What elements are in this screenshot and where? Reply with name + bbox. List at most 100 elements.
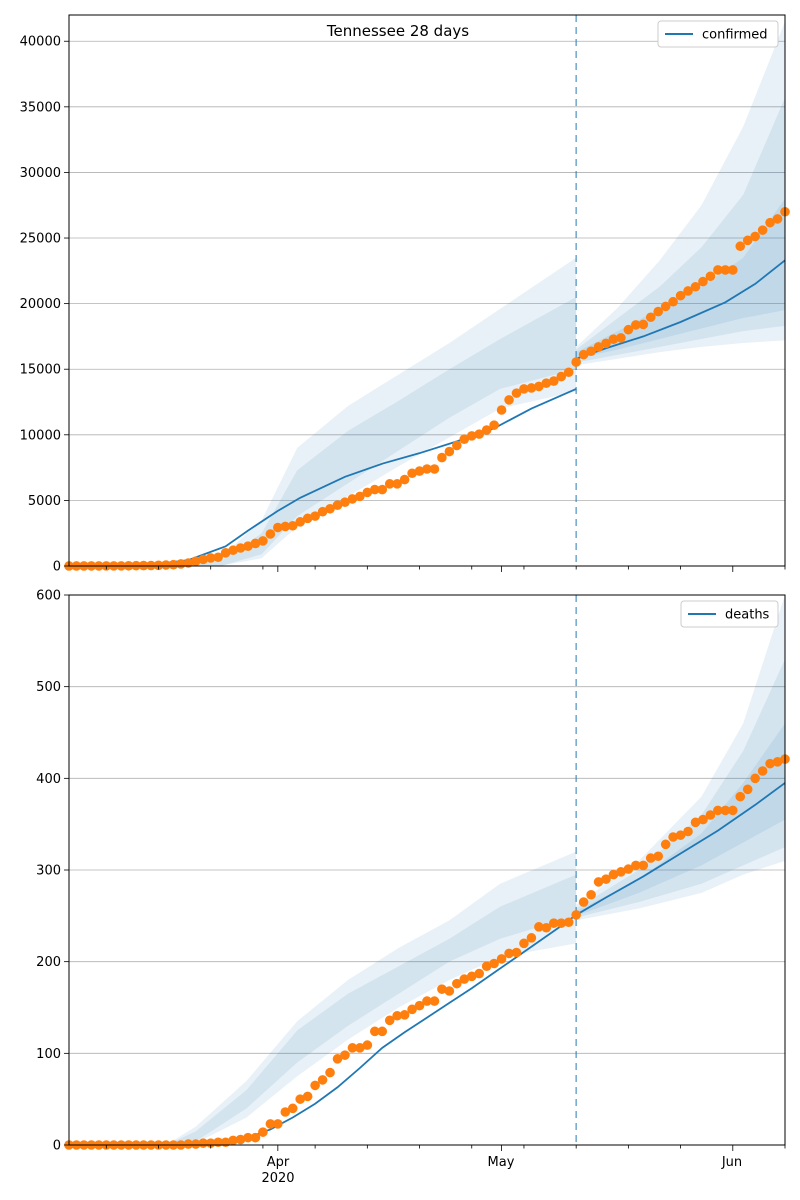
x-axis-labels: Apr 2020 May Jun (261, 1155, 742, 1186)
x-tick-label-year: 2020 (261, 1171, 294, 1186)
x-tick-label-jun: Jun (721, 1155, 742, 1170)
observed-point (205, 1138, 216, 1148)
model-forecast-line (575, 259, 786, 360)
observed-point (660, 839, 671, 850)
legend-label: confirmed (702, 28, 768, 43)
observed-point (340, 497, 350, 508)
observed-point (235, 543, 246, 553)
observed-point (645, 312, 656, 323)
observed-point (623, 324, 634, 335)
observed-point (258, 536, 268, 546)
observed-point (556, 918, 567, 928)
observed-point (153, 560, 164, 571)
observed-point (437, 452, 447, 463)
observed-point (265, 1119, 276, 1129)
observed-point (623, 864, 634, 874)
observed-point (742, 235, 753, 246)
observed-point (765, 217, 775, 228)
observed-point (310, 1080, 320, 1091)
observed-point (735, 241, 746, 252)
observed-point (765, 758, 775, 769)
observed-point (772, 214, 783, 224)
observed-point (563, 367, 574, 378)
observed-point (355, 1043, 365, 1053)
observed-point (146, 560, 156, 571)
observed-point (280, 521, 291, 532)
deaths-model-line (68, 782, 786, 1146)
observed-point (332, 500, 343, 511)
observed-point (422, 996, 432, 1006)
observed-point (466, 971, 477, 982)
observed-point (422, 464, 432, 474)
observed-point (205, 553, 216, 563)
y-tick-label: 100 (36, 1047, 61, 1062)
observed-point (489, 420, 499, 430)
observed-point (571, 357, 581, 367)
y-tick-label: 200 (36, 955, 61, 970)
observed-point (190, 556, 201, 566)
observed-point (511, 947, 522, 958)
observed-point (474, 968, 485, 979)
y-tick-label: 0 (53, 1139, 61, 1154)
observed-point (772, 757, 783, 767)
observed-point (161, 560, 171, 570)
deaths-legend: deaths (680, 600, 779, 628)
observed-point (675, 290, 686, 301)
observed-point (638, 860, 649, 871)
observed-point (601, 874, 611, 884)
observed-point (444, 986, 455, 996)
observed-point (705, 271, 716, 282)
confirmed-legend: confirmed (657, 20, 779, 48)
observed-point (735, 791, 746, 802)
x-tick-label-may: May (488, 1155, 515, 1170)
observed-point (273, 522, 283, 533)
axes-frame (68, 14, 786, 567)
confirmed-y-ticks: 0 5000 10000 15000 20000 25000 30000 35000 40000 (20, 35, 69, 575)
observed-point (198, 554, 209, 565)
y-tick-label: 300 (36, 864, 61, 879)
observed-point (243, 1132, 253, 1143)
observed-point (631, 320, 641, 330)
observed-point (586, 346, 596, 357)
observed-point (608, 334, 619, 344)
observed-point (407, 468, 417, 479)
observed-point (459, 974, 470, 984)
observed-point (302, 1091, 313, 1102)
observed-point (526, 933, 537, 943)
observed-point (235, 1134, 246, 1145)
observed-point (683, 286, 693, 296)
observed-point (496, 954, 507, 964)
confirmed-axes (68, 14, 786, 567)
observed-point (228, 1135, 238, 1146)
confirmed-confidence-bands (170, 21, 785, 566)
chart-title: Tennessee 28 days (326, 22, 469, 40)
observed-point (690, 281, 701, 292)
observed-point (243, 541, 253, 551)
observed-point (213, 552, 223, 563)
observed-point (466, 431, 477, 441)
y-tick-label: 40000 (20, 35, 61, 50)
y-tick-label: 25000 (20, 232, 61, 247)
observed-point (578, 349, 589, 360)
observed-point (713, 265, 723, 275)
observed-point (563, 917, 574, 928)
observed-point (347, 494, 358, 504)
observed-point (541, 378, 552, 388)
observed-point (690, 817, 701, 828)
observed-point (452, 978, 462, 989)
observed-point (720, 805, 731, 816)
observed-point (399, 474, 410, 485)
observed-point (750, 231, 760, 242)
observed-point (668, 832, 678, 842)
observed-point (727, 805, 738, 816)
observed-point (362, 487, 373, 498)
observed-point (571, 910, 581, 920)
observed-point (369, 484, 380, 495)
observed-point (481, 425, 492, 435)
deaths-x-ticks (105, 1145, 786, 1151)
observed-point (332, 1054, 343, 1064)
observed-point (452, 440, 462, 451)
legend-box (657, 20, 779, 48)
forecast-band (576, 595, 785, 921)
